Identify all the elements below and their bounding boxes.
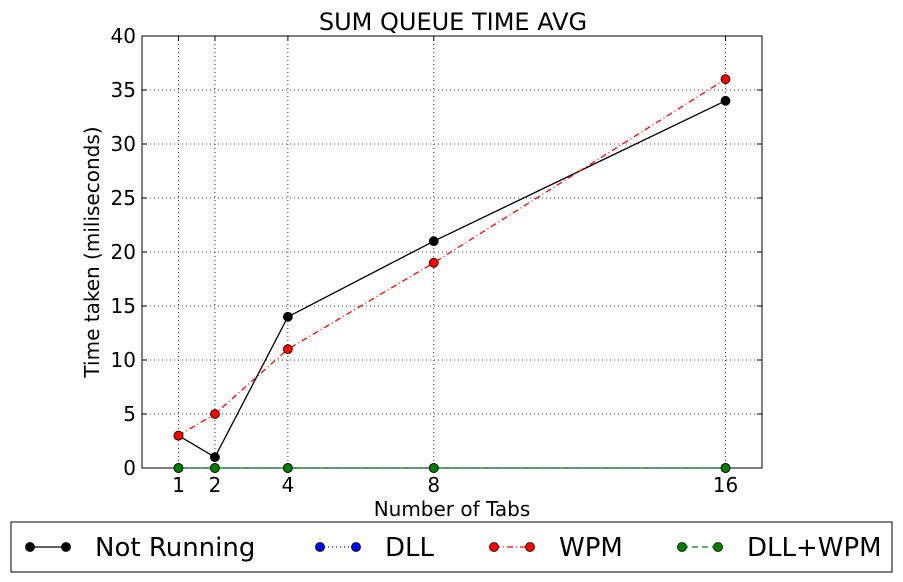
legend-marker-not-running <box>61 542 71 552</box>
y-tick-label: 35 <box>111 78 136 102</box>
y-tick-label: 15 <box>111 294 136 318</box>
chart-title: SUM QUEUE TIME AVG <box>319 8 587 36</box>
legend-label-wpm: WPM <box>559 533 623 563</box>
ticks: 1 2 4 8 16 0 5 10 15 20 25 30 35 40 <box>111 24 762 497</box>
legend-label-not-running: Not Running <box>95 533 255 563</box>
data-point-dll-wpm <box>282 463 293 473</box>
y-axis-label: Time taken (miliseconds) <box>80 126 104 378</box>
series-line-not-running <box>178 100 726 459</box>
y-tick-label: 0 <box>123 456 136 480</box>
data-point-not-running <box>720 95 731 106</box>
legend-marker-not-running <box>25 542 35 552</box>
y-tick-label: 10 <box>111 348 136 372</box>
data-point-wpm <box>428 257 439 268</box>
x-tick-label: 2 <box>209 473 222 497</box>
legend-marker-wpm <box>525 542 535 552</box>
data-point-wpm <box>173 430 184 441</box>
legend-box <box>10 521 893 573</box>
y-tick-label: 20 <box>111 240 136 264</box>
data-point-not-running <box>428 236 439 247</box>
y-tick-label: 5 <box>123 402 136 426</box>
data-point-wpm <box>210 409 220 419</box>
data-point-dll-wpm <box>210 463 220 473</box>
legend-marker-dll <box>315 542 325 552</box>
y-tick-label: 30 <box>111 132 136 156</box>
legend-marker-dll <box>351 542 361 552</box>
x-tick-label: 8 <box>427 473 440 497</box>
data-point-dll-wpm <box>428 463 439 473</box>
data-point-not-running <box>282 311 293 322</box>
legend-label-dll: DLL <box>385 533 435 563</box>
legend-label-dll-wpm: DLL+WPM <box>747 533 882 563</box>
y-tick-label: 25 <box>111 186 136 210</box>
series-group <box>173 74 731 473</box>
series-line-wpm <box>178 78 726 437</box>
x-tick-label: 16 <box>713 473 738 497</box>
legend: Not Running DLL WPM DLL+WPM <box>25 533 882 563</box>
data-point-dll-wpm <box>720 463 731 473</box>
x-tick-label: 1 <box>172 473 185 497</box>
legend-marker-dll-wpm <box>677 542 687 552</box>
data-point-wpm <box>720 74 731 85</box>
legend-marker-wpm <box>489 542 499 552</box>
data-point-dll-wpm <box>173 463 184 473</box>
x-tick-label: 4 <box>282 473 295 497</box>
legend-marker-dll-wpm <box>713 542 723 552</box>
y-tick-label: 40 <box>111 24 136 48</box>
data-point-not-running <box>210 452 220 463</box>
data-point-wpm <box>282 344 293 355</box>
x-axis-label: Number of Tabs <box>374 497 531 521</box>
